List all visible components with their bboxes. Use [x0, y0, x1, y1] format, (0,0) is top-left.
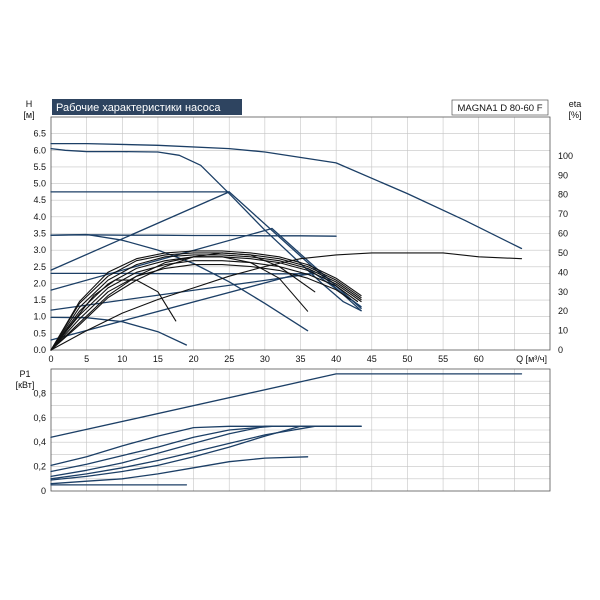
flow-tick-label: 20: [189, 354, 199, 364]
efficiency-curve-21: [50, 256, 309, 351]
flow-tick-label: 5: [84, 354, 89, 364]
efficiency-curve-19: [50, 260, 359, 351]
power-curve-5: [50, 456, 309, 485]
flow-tick-label: 10: [117, 354, 127, 364]
power-curve-4: [50, 425, 362, 481]
power-curve-7: [50, 425, 273, 473]
head-tick-label: 3.5: [33, 229, 46, 239]
power-series: [50, 373, 523, 486]
head-tick-label: 2.0: [33, 278, 46, 288]
efficiency-tick-labels: 0 10 20 30 40 50 60 70 80 90 100: [558, 151, 573, 355]
head-curve-8: [50, 227, 273, 291]
head-tick-label: 3.0: [33, 245, 46, 255]
head-tick-label: 0.0: [33, 345, 46, 355]
efficiency-curve-22: [50, 252, 316, 351]
power-tick-label: 0,8: [33, 388, 46, 398]
head-tick-label: 4.5: [33, 195, 46, 205]
flow-tick-label: 15: [153, 354, 163, 364]
power-tick-label: 0: [41, 486, 46, 496]
efficiency-tick-label: 50: [558, 248, 568, 258]
model-label: MAGNA1 D 80-60 F: [458, 103, 543, 114]
efficiency-curve-23: [50, 279, 177, 351]
head-chart-grid: [51, 117, 550, 350]
power-axis-label: P1: [19, 369, 30, 379]
efficiency-tick-label: 30: [558, 287, 568, 297]
head-tick-label: 5.5: [33, 162, 46, 172]
head-tick-label: 0.5: [33, 328, 46, 338]
model-box: [451, 99, 549, 116]
head-tick-labels: 0.0 0.5 1.0 1.5 2.0 2.5 3.0 3.5 4.0 4.5 5.0 5.5 6.0 6…: [33, 129, 46, 355]
head-tick-label: 5.0: [33, 179, 46, 189]
efficiency-tick-label: 100: [558, 151, 573, 161]
flow-tick-label: 50: [402, 354, 412, 364]
efficiency-axis-label: eta: [569, 99, 582, 109]
head-tick-label: 1.0: [33, 312, 46, 322]
flow-tick-labels: 0 5 10 15 20 25 30 35 40 45 50 55 60: [48, 354, 483, 364]
chart-title: Рабочие характеристики насоса: [56, 102, 221, 114]
flow-tick-label: 55: [438, 354, 448, 364]
efficiency-tick-label: 40: [558, 267, 568, 277]
head-curve-10: [50, 272, 302, 341]
flow-tick-label: 0: [48, 354, 53, 364]
power-curve-2: [50, 425, 362, 467]
efficiency-axis-unit: [%]: [568, 110, 581, 120]
power-tick-label: 0,6: [33, 413, 46, 423]
head-tick-label: 2.5: [33, 262, 46, 272]
head-curve-1: [50, 147, 362, 312]
head-curve-5: [50, 233, 309, 332]
power-tick-label: 0,2: [33, 462, 46, 472]
flow-tick-label: 25: [224, 354, 234, 364]
power-tick-label: 0,4: [33, 437, 46, 447]
power-curve-1: [50, 373, 523, 438]
efficiency-curve-15: [50, 250, 362, 351]
head-tick-label: 6.0: [33, 145, 46, 155]
head-tick-label: 4.0: [33, 212, 46, 222]
power-chart-frame: [50, 368, 551, 492]
flow-axis-label: Q [м³/ч]: [516, 354, 547, 364]
efficiency-tick-label: 10: [558, 326, 568, 336]
flow-tick-label: 60: [474, 354, 484, 364]
power-tick-labels: 0 0,2 0,4 0,6 0,8: [33, 388, 46, 496]
efficiency-curve-24: [50, 252, 523, 351]
head-curve-14: [50, 142, 523, 250]
head-chart-frame: [50, 116, 551, 351]
efficiency-tick-label: 20: [558, 306, 568, 316]
power-curve-8: [50, 425, 316, 480]
head-efficiency-series: [50, 142, 523, 351]
title-banner: [52, 99, 242, 115]
efficiency-curve-20: [50, 264, 351, 351]
flow-tick-label: 35: [295, 354, 305, 364]
efficiency-tick-label: 90: [558, 170, 568, 180]
head-curve-7: [50, 191, 230, 271]
flow-tick-label: 40: [331, 354, 341, 364]
efficiency-tick-label: 60: [558, 229, 568, 239]
efficiency-curve-16: [50, 252, 362, 351]
power-axis-unit: [кВт]: [16, 380, 35, 390]
flow-tick-label: 45: [367, 354, 377, 364]
head-tick-label: 1.5: [33, 295, 46, 305]
flow-tick-label: 30: [260, 354, 270, 364]
head-tick-label: 6.5: [33, 129, 46, 139]
efficiency-tick-label: 80: [558, 190, 568, 200]
efficiency-tick-label: 70: [558, 209, 568, 219]
head-curve-3: [50, 234, 337, 237]
head-axis-label: H: [26, 99, 33, 109]
efficiency-tick-label: 0: [558, 345, 563, 355]
head-axis-unit: [м]: [23, 110, 34, 120]
